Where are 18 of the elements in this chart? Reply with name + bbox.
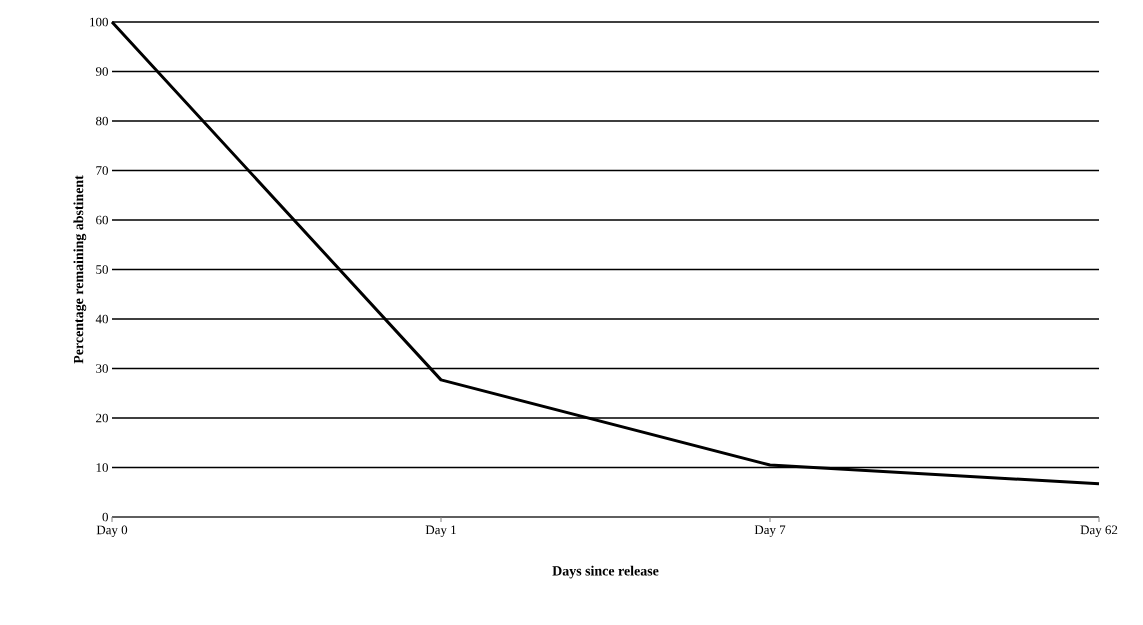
y-tick-label: 0 (102, 512, 108, 522)
y-tick-label: 100 (90, 17, 108, 27)
x-axis-title: Days since release (552, 565, 659, 579)
y-tick-label: 60 (96, 215, 108, 225)
y-tick-label: 90 (95, 67, 108, 76)
y-tick-label: 20 (96, 413, 108, 423)
y-tick-label: 50 (96, 265, 108, 274)
x-tick-label: Day 7 (754, 525, 786, 537)
y-tick-label: 80 (96, 116, 108, 126)
y-tick-label: 40 (95, 314, 108, 324)
line-series (110, 20, 1101, 486)
x-tick-label: Day 1 (425, 525, 456, 537)
y-tick-label: 10 (96, 463, 108, 472)
y-tick-label: 30 (96, 364, 108, 373)
y-axis-title: Percentage remaining abstinent (73, 175, 87, 364)
x-tick-label: Day 0 (96, 525, 128, 537)
x-tick-label: Day 62 (1080, 525, 1118, 537)
y-tick-label: 70 (96, 166, 108, 175)
